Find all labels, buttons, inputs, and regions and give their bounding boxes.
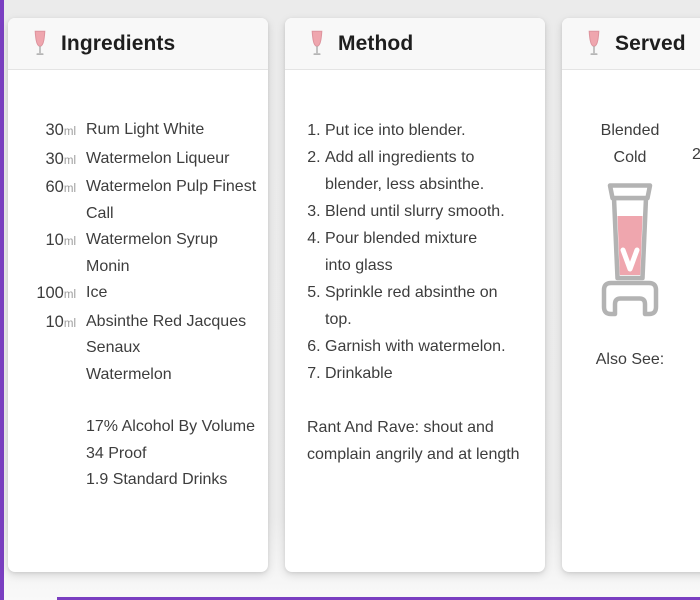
- ingredient-name: Watermelon Pulp Finest Call: [86, 178, 257, 222]
- ingredients-card-title: Ingredients: [61, 31, 176, 55]
- page-accent-bottom-border: [57, 597, 700, 600]
- ingredient-amount: 100ml: [28, 280, 76, 309]
- ingredient-amount-number: 10: [45, 312, 64, 331]
- ingredient-row: 30ml Watermelon Liqueur: [28, 146, 268, 175]
- drink-stat-line: 17% Alcohol By Volume: [86, 418, 255, 435]
- serve-style-label: Blended Cold: [600, 122, 660, 166]
- serve-option: Blended Cold Also See:: [562, 117, 698, 369]
- method-step: Blend until slurry smooth.: [325, 198, 507, 225]
- ingredient-amount-number: 10: [45, 231, 64, 249]
- ingredient-amount: 60ml: [28, 174, 77, 227]
- ingredient-row: 60ml Watermelon Pulp Finest Call: [28, 174, 268, 227]
- ingredients-card-header: Ingredients: [8, 18, 268, 70]
- method-step: Pour blended mixture into glass: [325, 225, 507, 279]
- ingredient-row: 100ml Ice: [28, 280, 268, 309]
- method-step: Sprinkle red absinthe on top.: [325, 279, 507, 333]
- method-card-header: Method: [285, 18, 545, 70]
- served-card-header: Served: [562, 18, 700, 70]
- ingredient-amount-number: 30: [45, 121, 64, 139]
- ingredient-name: Watermelon Liqueur: [86, 149, 230, 167]
- drink-stat-line: 34 Proof: [86, 444, 147, 462]
- ingredient-amount: 30ml: [28, 146, 77, 175]
- method-step: Drinkable: [325, 360, 507, 387]
- method-step: Garnish with watermelon.: [325, 333, 507, 360]
- ingredients-card: Ingredients 30ml Rum Light White 30ml Wa…: [8, 18, 268, 572]
- ingredient-amount-number: 30: [45, 149, 64, 168]
- also-see-label: Also See:: [595, 351, 665, 368]
- cocktail-glass-icon: [588, 30, 600, 55]
- method-card: Method Put ice into blender. Add all ing…: [285, 18, 545, 572]
- ingredient-amount-unit: ml: [63, 154, 76, 167]
- ingredient-name: Watermelon Syrup Monin: [86, 231, 218, 275]
- ingredient-name: Ice: [86, 284, 108, 301]
- ingredient-amount-unit: ml: [63, 317, 76, 330]
- ingredient-amount-number: 100: [36, 284, 64, 302]
- ingredient-amount: 10ml: [28, 227, 77, 280]
- served-card-title: Served: [615, 31, 686, 55]
- cocktail-glass-icon: [34, 30, 46, 55]
- ingredient-amount: 30ml: [28, 117, 77, 146]
- method-step: Add all ingredients to blender, less abs…: [325, 144, 507, 198]
- method-steps-list: Put ice into blender. Add all ingredient…: [285, 117, 545, 387]
- method-step: Put ice into blender.: [325, 117, 507, 144]
- ingredient-row: 10ml Watermelon Syrup Monin: [28, 227, 268, 280]
- ingredient-amount: 10ml: [28, 309, 77, 389]
- ingredient-amount-unit: ml: [63, 126, 76, 138]
- blender-image-wrap: [562, 182, 698, 327]
- ingredient-name: Absinthe Red Jacques Senaux Watermelon: [86, 312, 247, 383]
- drink-stat-line: 1.9 Standard Drinks: [86, 471, 228, 488]
- blender-icon: [601, 183, 659, 317]
- drink-stats: 17% Alcohol By Volume 34 Proof 1.9 Stand…: [86, 414, 268, 494]
- ingredient-amount-unit: ml: [63, 289, 76, 301]
- served-next-value-partial: 2: [692, 146, 700, 163]
- ingredient-row: 10ml Absinthe Red Jacques Senaux Waterme…: [28, 309, 268, 389]
- ingredient-amount-unit: ml: [63, 236, 76, 248]
- method-card-title: Method: [338, 31, 414, 55]
- served-card: Served Blended Cold Also See: 2: [562, 18, 700, 572]
- cocktail-glass-icon: [311, 30, 323, 55]
- ingredient-amount-number: 60: [45, 178, 64, 196]
- page-accent-left-border: [0, 0, 4, 600]
- ingredient-amount-unit: ml: [63, 183, 76, 195]
- ingredient-name: Rum Light White: [86, 121, 205, 138]
- ingredients-list: 30ml Rum Light White 30ml Watermelon Liq…: [8, 117, 268, 388]
- ingredient-row: 30ml Rum Light White: [28, 117, 268, 146]
- method-note: Rant And Rave: shout and complain angril…: [307, 419, 520, 463]
